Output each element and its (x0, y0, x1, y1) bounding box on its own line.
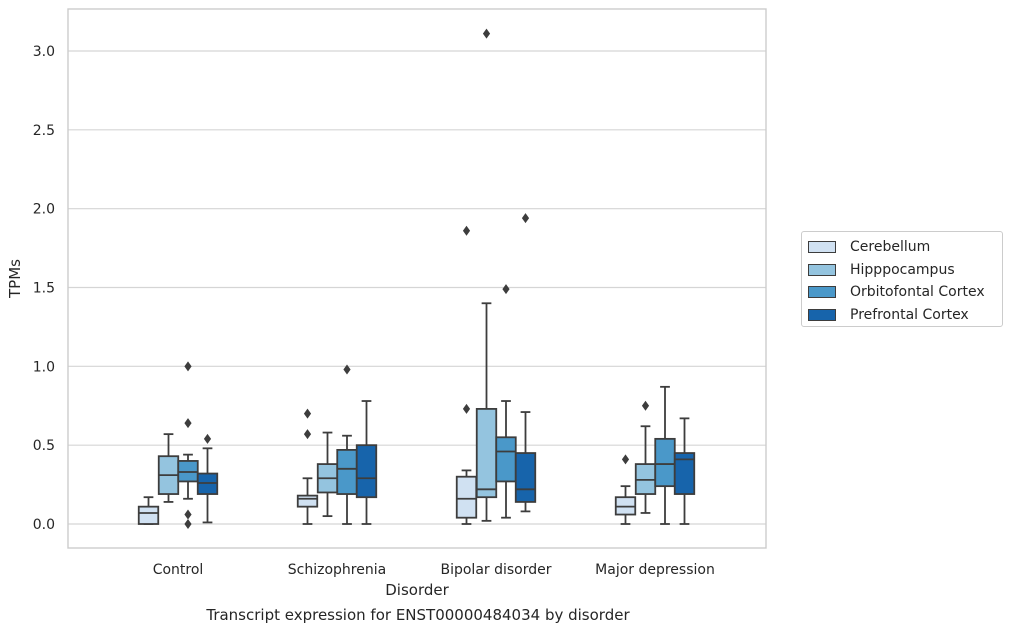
box-prefrontal-cortex (514, 213, 537, 513)
box-body (455, 475, 478, 519)
box-hipppocampus (475, 28, 498, 522)
plot-frame (67, 8, 767, 549)
box-cerebellum (614, 454, 637, 525)
x-axis-title: Disorder (385, 581, 449, 599)
box-body (137, 505, 160, 525)
outlier-point (462, 225, 471, 236)
y-tick-label: 3.0 (33, 44, 55, 60)
box-body (495, 436, 517, 483)
box-body (296, 494, 319, 508)
box-body (336, 448, 358, 495)
y-tick-labels: 0.0 0.5 1.0 1.5 2.0 2.5 3.0 (33, 44, 55, 533)
outlier-point (184, 418, 192, 429)
box-body (475, 408, 498, 499)
outlier-point (184, 519, 192, 529)
legend-item: Orbitofontal Cortex (808, 281, 996, 304)
x-tick-labels: Control Schizophrenia Bipolar disorder Majo… (153, 562, 715, 578)
legend-swatch (808, 309, 836, 322)
legend-item: Prefrontal Cortex (808, 304, 996, 327)
outlier-point (184, 509, 192, 520)
box-orbitofontal-cortex (495, 284, 517, 519)
figure-caption: Transcript expression for ENST0000048403… (206, 606, 630, 624)
y-tick-label: 2.5 (33, 123, 55, 139)
x-tick-label: Bipolar disorder (440, 562, 551, 578)
x-tick-label: Major depression (595, 562, 715, 578)
box-body (673, 452, 696, 495)
box-cerebellum (296, 408, 319, 525)
y-axis-title: TPMs (6, 259, 24, 299)
y-tick-label: 0.5 (33, 438, 55, 454)
box-prefrontal-cortex (355, 400, 378, 525)
box-orbitofontal-cortex (654, 385, 676, 525)
box-prefrontal-cortex (673, 417, 696, 525)
box-body (514, 452, 537, 503)
y-tick-label: 1.5 (33, 281, 55, 297)
gridlines (68, 50, 766, 525)
y-tick-label: 1.0 (33, 359, 55, 375)
box-body (355, 444, 378, 499)
y-tick-label: 2.0 (33, 202, 55, 218)
outlier-point (303, 408, 312, 419)
box-orbitofontal-cortex (336, 364, 358, 525)
box-cerebellum (137, 496, 160, 525)
box-orbitofontal-cortex (177, 361, 199, 529)
x-tick-label: Control (153, 562, 204, 578)
legend-label: Prefrontal Cortex (850, 307, 969, 324)
legend-swatch (808, 241, 836, 254)
boxes (137, 28, 696, 529)
x-tick-label: Schizophrenia (288, 562, 386, 578)
box-hipppocampus (316, 431, 339, 518)
legend-swatch (808, 263, 836, 276)
legend-swatch (808, 286, 836, 299)
outlier-point (303, 429, 312, 440)
outlier-point (521, 213, 530, 224)
box-prefrontal-cortex (196, 433, 219, 524)
box-body (654, 437, 676, 488)
outlier-point (462, 403, 471, 414)
legend-label: Orbitofontal Cortex (850, 284, 985, 301)
box-hipppocampus (157, 433, 180, 503)
y-tick-label: 0.0 (33, 517, 55, 533)
box-cerebellum (455, 225, 478, 525)
outlier-point (343, 364, 351, 375)
legend-label: Cerebellum (850, 239, 931, 256)
outlier-point (482, 28, 491, 39)
legend-item: Cerebellum (808, 236, 996, 259)
outlier-point (502, 284, 510, 295)
legend-item: Hipppocampus (808, 259, 996, 282)
outlier-point (641, 400, 650, 411)
legend-label: Hipppocampus (850, 261, 955, 278)
outlier-point (184, 361, 192, 372)
outlier-point (621, 454, 630, 465)
outlier-point (203, 433, 212, 444)
legend: Cerebellum Hipppocampus Orbitofontal Corte… (801, 231, 1003, 327)
box-hipppocampus (634, 400, 657, 514)
